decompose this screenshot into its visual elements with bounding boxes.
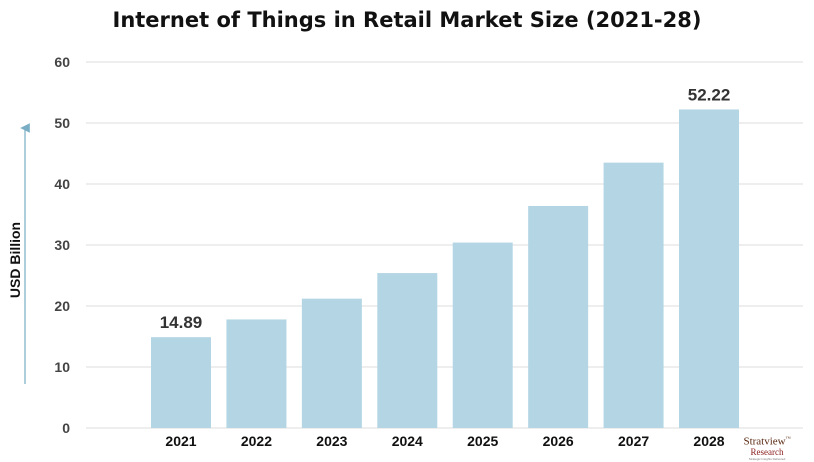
x-tick-label: 2023 (316, 433, 347, 449)
x-tick-label: 2026 (543, 433, 574, 449)
y-tick-label: 30 (54, 237, 70, 253)
logo-text: Stratview (743, 435, 786, 448)
x-tick-label: 2021 (165, 433, 196, 449)
y-tick-label: 40 (54, 176, 70, 192)
chart-title: Internet of Things in Retail Market Size… (112, 8, 702, 32)
stratview-logo: Stratview™ Research Strategic Insights D… (734, 434, 800, 461)
logo-subtext: Research (750, 446, 784, 457)
bar-2021 (151, 337, 211, 428)
y-tick-labels: 0 10 20 30 40 50 60 (54, 54, 70, 436)
y-tick-label: 60 (54, 54, 70, 70)
y-tick-label: 20 (54, 298, 70, 314)
bar-2028 (679, 109, 740, 428)
logo-trademark: ™ (785, 437, 791, 442)
x-tick-label: 2027 (618, 433, 649, 449)
x-tick-label: 2025 (467, 433, 498, 449)
bar-2025 (452, 242, 513, 428)
data-labels: 14.89 52.22 (160, 85, 731, 332)
x-tick-label: 2022 (241, 433, 272, 449)
bar-2022 (226, 319, 287, 428)
bars (151, 109, 740, 428)
x-tick-label: 2024 (392, 433, 423, 449)
x-tick-labels: 2021 2022 2023 2024 2025 2026 2027 2028 (165, 433, 724, 449)
y-tick-label: 50 (54, 115, 70, 131)
data-label: 52.22 (688, 85, 731, 104)
y-tick-label: 0 (62, 420, 70, 436)
logo-tagline: Strategic Insights Delivered (748, 456, 786, 461)
bar-2027 (603, 162, 664, 428)
bar-2026 (528, 205, 589, 428)
data-label: 14.89 (160, 313, 203, 332)
bar-2024 (377, 273, 438, 428)
x-tick-label: 2028 (693, 433, 724, 449)
bar-2023 (301, 298, 362, 428)
y-tick-label: 10 (54, 359, 70, 375)
